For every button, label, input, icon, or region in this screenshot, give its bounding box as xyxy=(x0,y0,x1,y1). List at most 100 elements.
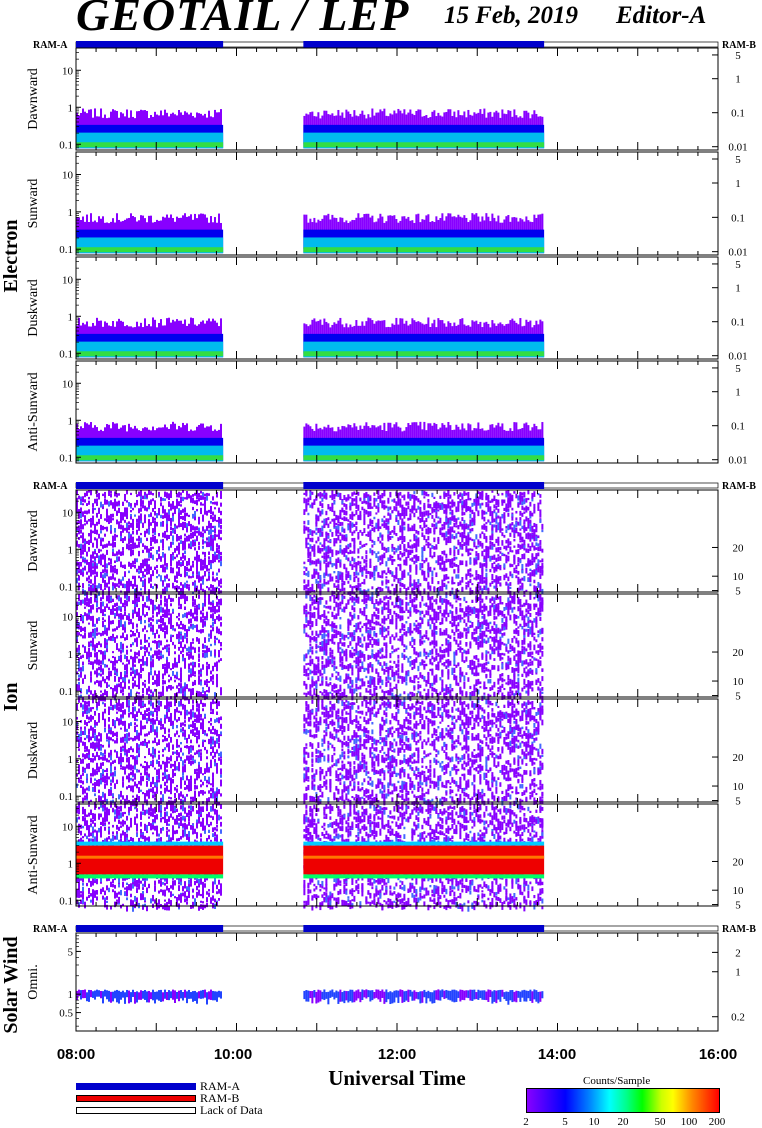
count-pixel xyxy=(80,507,82,511)
count-pixel xyxy=(383,552,386,559)
count-pixel xyxy=(479,541,482,547)
count-pixel xyxy=(94,556,96,560)
count-pixel xyxy=(82,620,84,624)
count-pixel xyxy=(124,664,126,671)
count-pixel xyxy=(309,587,312,593)
count-pixel xyxy=(110,501,112,506)
count-pixel xyxy=(533,503,536,509)
count-pixel xyxy=(409,508,412,513)
count-pixel xyxy=(138,565,140,570)
count-pixel xyxy=(389,532,392,535)
count-pixel xyxy=(96,564,98,569)
count-pixel xyxy=(381,492,384,499)
count-pixel xyxy=(501,540,504,546)
panel-label: Duskward xyxy=(26,279,41,337)
count-pixel xyxy=(345,497,348,502)
count-pixel xyxy=(399,587,402,593)
count-pixel xyxy=(343,587,346,591)
count-pixel xyxy=(188,584,190,587)
count-pixel xyxy=(78,677,80,681)
count-pixel xyxy=(459,499,462,504)
count-pixel xyxy=(385,522,388,529)
count-pixel xyxy=(218,507,220,513)
count-pixel xyxy=(178,514,180,519)
count-pixel xyxy=(82,678,84,684)
count-pixel xyxy=(417,498,420,503)
count-pixel xyxy=(150,522,152,526)
count-pixel xyxy=(401,512,404,517)
count-pixel xyxy=(114,675,116,682)
count-pixel xyxy=(479,562,482,569)
count-pixel xyxy=(303,561,306,565)
count-pixel xyxy=(321,509,324,515)
count-pixel xyxy=(132,549,134,556)
count-pixel xyxy=(116,556,118,563)
count-pixel xyxy=(367,588,370,592)
count-pixel xyxy=(349,514,352,520)
count-pixel xyxy=(305,509,308,512)
count-pixel xyxy=(128,562,130,566)
count-pixel xyxy=(116,568,118,575)
count-pixel xyxy=(473,498,476,505)
count-pixel xyxy=(172,567,174,574)
count-pixel xyxy=(463,534,466,538)
count-pixel xyxy=(413,525,416,532)
count-pixel xyxy=(112,565,114,571)
y2-tick-label: 1 xyxy=(735,283,741,295)
count-pixel xyxy=(198,519,200,525)
count-pixel xyxy=(104,498,106,501)
count-pixel xyxy=(88,657,90,660)
count-pixel xyxy=(323,543,326,547)
y2-tick-label: 5 xyxy=(735,363,741,375)
count-pixel xyxy=(329,529,332,533)
ram-a-segment xyxy=(76,482,224,489)
count-pixel xyxy=(401,532,404,539)
count-pixel xyxy=(178,570,180,577)
count-pixel xyxy=(353,577,356,583)
count-pixel xyxy=(469,548,472,551)
count-pixel xyxy=(393,559,396,562)
count-pixel xyxy=(118,648,120,652)
count-pixel xyxy=(305,545,308,549)
count-pixel xyxy=(387,525,390,531)
count-pixel xyxy=(377,571,380,578)
count-pixel xyxy=(461,500,464,506)
count-pixel xyxy=(535,528,538,533)
count-pixel xyxy=(94,507,96,511)
count-pixel xyxy=(427,531,430,535)
count-pixel xyxy=(124,605,126,609)
count-pixel xyxy=(106,569,108,573)
count-pixel xyxy=(148,520,150,527)
count-pixel xyxy=(431,555,434,559)
count-pixel xyxy=(485,538,488,543)
count-pixel xyxy=(407,501,410,506)
count-pixel xyxy=(124,625,126,629)
count-pixel xyxy=(134,542,136,548)
count-pixel xyxy=(475,575,478,581)
count-pixel xyxy=(359,564,362,569)
count-pixel xyxy=(427,498,430,503)
count-pixel xyxy=(515,575,518,579)
count-band xyxy=(303,142,545,148)
count-pixel xyxy=(90,554,92,559)
count-pixel xyxy=(421,532,424,537)
y2-tick-label: 0.1 xyxy=(731,212,745,224)
count-pixel xyxy=(527,522,530,527)
count-pixel xyxy=(214,533,216,539)
count-pixel xyxy=(413,533,416,537)
count-pixel xyxy=(539,560,542,563)
count-pixel xyxy=(525,505,528,510)
count-pixel xyxy=(94,569,96,575)
count-pixel xyxy=(329,576,332,582)
count-pixel xyxy=(461,504,464,508)
count-pixel xyxy=(120,581,122,586)
count-pixel xyxy=(469,578,472,584)
count-pixel xyxy=(214,554,216,558)
count-pixel xyxy=(164,530,166,537)
count-pixel xyxy=(307,512,310,516)
count-pixel xyxy=(124,510,126,515)
count-pixel xyxy=(124,608,126,612)
count-pixel xyxy=(507,587,510,594)
count-pixel xyxy=(84,633,86,637)
count-pixel xyxy=(317,580,320,585)
